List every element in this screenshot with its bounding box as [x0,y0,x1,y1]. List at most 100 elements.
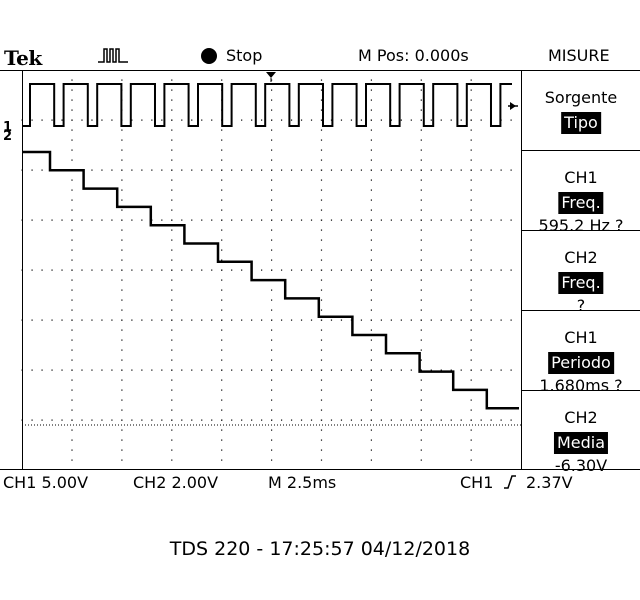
grid-dot [340,319,343,321]
grid-dot [410,219,412,221]
grid-dot [221,219,223,221]
grid-dot [171,109,173,111]
grid-dot [221,209,223,211]
grid-dot [171,139,173,141]
measure-slot-2[interactable]: CH2 Freq. ? [522,230,640,315]
grid-dot [41,269,43,271]
measure-slot-3[interactable]: CH1 Periodo 1.680ms ? [522,310,640,395]
grid-dot [370,179,372,181]
grid-dot [71,99,73,101]
grid-dot [31,219,33,221]
grid-dot [400,169,402,171]
grid-dot [241,219,243,221]
grid-dot [320,99,323,101]
grid-dot [340,269,343,271]
trigger-source: CH1 [460,473,494,492]
grid-dot [470,299,472,301]
grid-dot [231,419,233,421]
grid-dot [251,119,253,121]
grid-dot [271,469,273,470]
ch2-scale: CH2 2.00V [133,473,219,492]
grid-dot [320,399,323,401]
grid-dot [470,429,472,431]
grid-dot [330,319,333,321]
grid-dot [480,219,482,221]
grid-dot [81,219,83,221]
grid-dot [510,319,512,321]
grid-dot [340,369,343,371]
grid-dot [320,429,323,431]
grid-dot [71,429,73,431]
grid-dot [21,269,23,271]
grid-dot [320,129,323,131]
grid-dot [101,119,103,121]
grid-dot [211,169,213,171]
grid-dot [161,319,163,321]
grid-dot [121,70,123,71]
grid-dot [251,169,253,171]
grid-dot [290,319,293,321]
grid-dot [121,309,123,311]
grid-dot [490,219,492,221]
grid-dot [31,319,33,321]
grid-dot [121,419,123,421]
grid-dot [141,219,143,221]
grid-dot [370,259,372,261]
grid-dot [271,99,273,101]
grid-dot [420,239,422,241]
grid-dot [51,319,53,321]
grid-dot [91,419,93,421]
grid-dot [151,119,153,121]
grid-dot [121,79,123,81]
grid-dot [31,269,33,271]
grid-dot [101,169,103,171]
grid-dot [370,369,372,371]
grid-dot [221,459,223,461]
grid-dot [480,169,482,171]
grid-dot [131,319,133,321]
grid-dot [390,169,392,171]
grid-dot [420,249,422,251]
grid-dot [410,419,412,421]
measure-slot-1[interactable]: CH1 Freq. 595.2 Hz ? [522,150,640,235]
grid-dot [71,369,73,371]
grid-dot [141,119,143,121]
grid-dot [171,389,173,391]
grid-dot [261,319,263,321]
grid-dot [310,119,313,121]
grid-dot [320,70,323,71]
rising-edge-icon [504,475,516,489]
measure-type: Periodo [548,352,614,374]
grid-dot [221,199,223,201]
measure-slot-4[interactable]: CH2 Media -6.30V [522,390,640,475]
grid-dot [280,119,283,121]
grid-dot [71,89,73,91]
grid-dot [121,199,123,201]
grid-dot [430,419,432,421]
grid-dot [41,369,43,371]
grid-dot [141,369,143,371]
grid-dot [211,319,213,321]
grid-dot [71,259,73,261]
grid-dot [141,269,143,271]
grid-dot [61,269,63,271]
grid-dot [141,419,143,421]
grid-dot [111,319,113,321]
grid-dot [101,269,103,271]
grid-dot [171,429,173,431]
grid-dot [161,369,163,371]
grid-dot [370,199,372,201]
measure-source-type-button[interactable]: Sorgente Tipo [522,70,640,150]
grid-dot [171,249,173,251]
grid-dot [61,219,63,221]
grid-dot [221,389,223,391]
grid-dot [420,129,422,131]
grid-dot [221,439,223,441]
grid-dot [221,159,223,161]
grid-dot [320,189,323,191]
grid-dot [171,319,173,321]
grid-dot [121,279,123,281]
grid-dot [370,239,372,241]
grid-dot [151,369,153,371]
grid-dot [91,119,93,121]
